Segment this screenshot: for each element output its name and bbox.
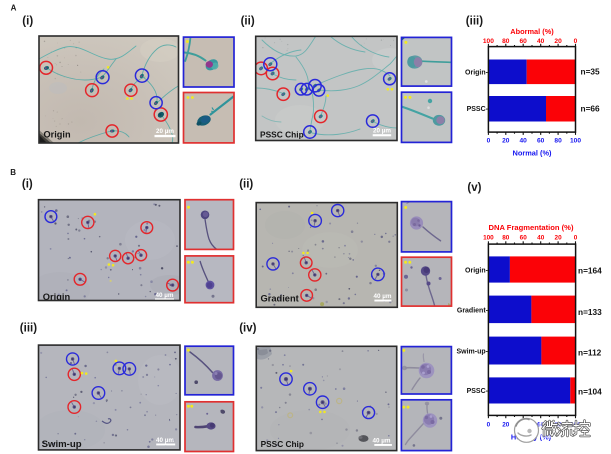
svg-text:B: B xyxy=(10,168,16,177)
svg-text:100: 100 xyxy=(570,138,581,145)
svg-text:40 µm: 40 µm xyxy=(156,292,174,299)
svg-text:60: 60 xyxy=(520,235,528,242)
svg-text:20: 20 xyxy=(502,138,510,145)
svg-text:60: 60 xyxy=(520,38,528,45)
svg-text:(i): (i) xyxy=(22,15,33,27)
svg-text:n=104: n=104 xyxy=(578,386,602,396)
svg-text:Origin-: Origin- xyxy=(465,267,489,274)
svg-text:Swim-up: Swim-up xyxy=(42,439,82,450)
svg-text:20: 20 xyxy=(555,235,563,242)
svg-text:PSSC-: PSSC- xyxy=(467,106,489,113)
svg-text:Origin: Origin xyxy=(44,130,71,140)
svg-text:(iii): (iii) xyxy=(466,15,483,27)
svg-text:100: 100 xyxy=(483,38,494,45)
svg-text:Abormal (%): Abormal (%) xyxy=(510,27,554,36)
svg-text:n=112: n=112 xyxy=(578,348,602,358)
svg-text:n=164: n=164 xyxy=(578,265,602,275)
svg-text:(iii): (iii) xyxy=(20,322,37,334)
svg-text:Gradient: Gradient xyxy=(261,294,299,304)
svg-text:(v): (v) xyxy=(467,182,481,194)
svg-text:80: 80 xyxy=(554,138,562,145)
svg-text:60: 60 xyxy=(537,421,545,428)
svg-text:PSSC Chip: PSSC Chip xyxy=(261,439,304,449)
svg-text:20 µm: 20 µm xyxy=(156,128,174,135)
svg-text:40: 40 xyxy=(520,138,528,145)
svg-text:80: 80 xyxy=(502,38,510,45)
svg-text:20 µm: 20 µm xyxy=(373,128,391,135)
svg-text:80: 80 xyxy=(555,421,563,428)
svg-text:Normal (%): Normal (%) xyxy=(512,148,552,157)
svg-text:0: 0 xyxy=(574,235,578,242)
svg-text:Gradient-: Gradient- xyxy=(457,307,489,314)
svg-text:0: 0 xyxy=(487,421,491,428)
svg-text:A: A xyxy=(11,4,17,13)
svg-text:Swim-up-: Swim-up- xyxy=(457,349,489,356)
svg-text:PSSC Chip: PSSC Chip xyxy=(260,129,304,139)
svg-text:20: 20 xyxy=(554,38,562,45)
svg-text:40 µm: 40 µm xyxy=(156,437,174,444)
svg-text:40: 40 xyxy=(537,235,545,242)
svg-text:100: 100 xyxy=(483,235,494,242)
svg-text:(ii): (ii) xyxy=(241,15,255,27)
svg-text:0: 0 xyxy=(574,38,578,45)
svg-text:0: 0 xyxy=(487,138,491,145)
svg-text:DNA Fragmentation (%): DNA Fragmentation (%) xyxy=(489,223,574,232)
svg-text:40 µm: 40 µm xyxy=(373,437,391,444)
svg-text:n=66: n=66 xyxy=(581,104,601,114)
svg-text:Origin-: Origin- xyxy=(465,69,489,76)
svg-text:Origin: Origin xyxy=(43,292,71,302)
svg-text:40: 40 xyxy=(537,38,545,45)
svg-text:n=133: n=133 xyxy=(578,307,602,317)
svg-text:(i): (i) xyxy=(22,178,33,190)
svg-text:(ii): (ii) xyxy=(239,178,253,190)
svg-text:(iv): (iv) xyxy=(239,322,256,334)
svg-text:20: 20 xyxy=(502,421,510,428)
svg-text:80: 80 xyxy=(502,235,510,242)
svg-text:40 µm: 40 µm xyxy=(374,293,392,300)
svg-text:PSSC-: PSSC- xyxy=(467,388,489,395)
svg-text:60: 60 xyxy=(537,138,545,145)
svg-text:n=35: n=35 xyxy=(581,67,601,77)
